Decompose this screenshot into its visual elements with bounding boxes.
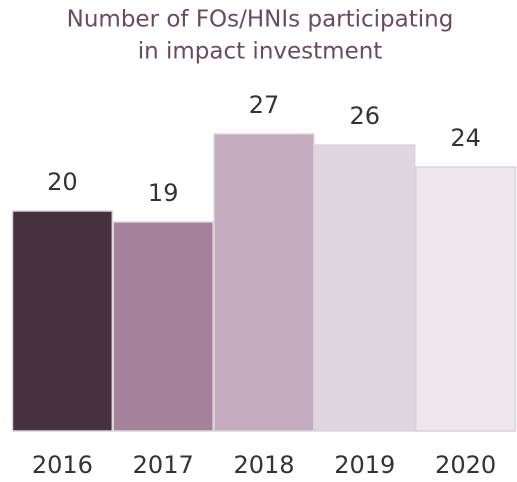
x-tick-label: 2017 xyxy=(133,451,194,479)
data-label: 24 xyxy=(450,124,481,152)
x-tick-label: 2016 xyxy=(32,451,93,479)
chart-title: Number of FOs/HNIs participating xyxy=(67,7,454,33)
bar xyxy=(314,144,416,432)
bar xyxy=(213,133,315,432)
bar xyxy=(112,221,214,432)
x-tick-label: 2018 xyxy=(233,451,294,479)
data-label: 27 xyxy=(249,91,280,119)
data-label: 26 xyxy=(350,102,381,130)
x-tick-label: 2020 xyxy=(435,451,496,479)
chart-title: in impact investment xyxy=(138,39,383,65)
data-label: 19 xyxy=(148,179,179,207)
bar xyxy=(11,210,114,432)
x-tick-label: 2019 xyxy=(334,451,395,479)
data-label: 20 xyxy=(47,168,78,196)
bar xyxy=(414,166,517,432)
